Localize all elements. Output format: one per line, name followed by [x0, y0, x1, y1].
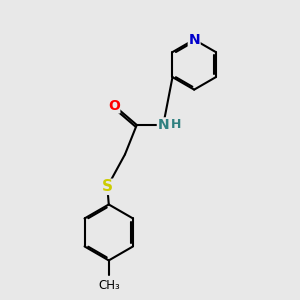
- Text: O: O: [108, 99, 120, 113]
- Text: N: N: [188, 33, 200, 46]
- Text: S: S: [102, 179, 113, 194]
- Text: H: H: [170, 118, 181, 131]
- Text: N: N: [158, 118, 169, 132]
- Text: CH₃: CH₃: [98, 279, 120, 292]
